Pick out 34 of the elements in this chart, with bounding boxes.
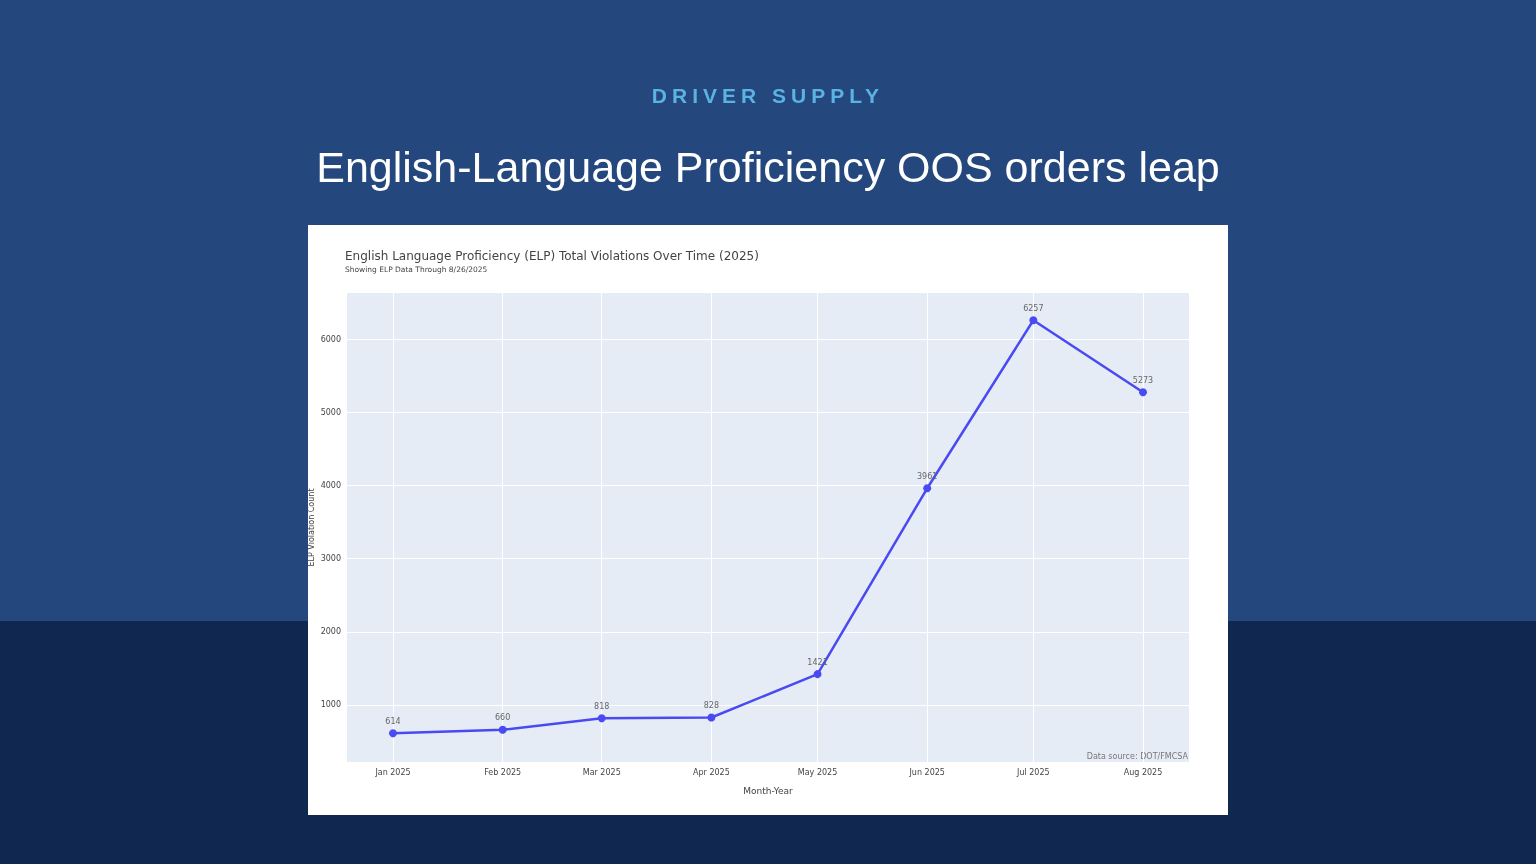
x-tick-label: Jul 2025 bbox=[1016, 767, 1050, 777]
data-label: 6257 bbox=[1023, 303, 1044, 313]
x-tick-label: Jun 2025 bbox=[908, 767, 945, 777]
data-label: 5273 bbox=[1132, 375, 1154, 385]
y-tick-label: 1000 bbox=[320, 700, 341, 710]
data-label: 614 bbox=[385, 716, 401, 726]
y-tick-label: 6000 bbox=[320, 334, 341, 344]
data-label: 818 bbox=[594, 701, 610, 711]
text: English-Language Proficiency OOS orders leap bbox=[315, 142, 1221, 192]
point bbox=[389, 729, 397, 738]
annotation: Data source: DOT/FMCSA bbox=[1086, 751, 1189, 761]
x-axis-title: Month-Year bbox=[743, 785, 794, 796]
point bbox=[498, 725, 507, 734]
y-tick-label: 4000 bbox=[320, 480, 341, 490]
x-tick-label: Feb 2025 bbox=[484, 767, 522, 777]
chart-title: English Language Proficiency (ELP) Total Violations Over Time (2025) bbox=[345, 249, 759, 263]
data-label: 828 bbox=[703, 701, 720, 711]
point bbox=[813, 670, 822, 679]
x-tick-label: Apr 2025 bbox=[693, 767, 730, 777]
text: DRIVER SUPPLY bbox=[650, 83, 886, 109]
data-label: 660 bbox=[495, 713, 511, 723]
x-tick-label: Jan 2025 bbox=[374, 767, 411, 777]
point bbox=[1139, 388, 1148, 397]
x-tick-label: Aug 2025 bbox=[1123, 767, 1163, 777]
point bbox=[923, 484, 932, 493]
y-axis-title: ELP Violation Count bbox=[306, 488, 316, 567]
point bbox=[707, 713, 716, 722]
y-tick-label: 5000 bbox=[320, 407, 341, 417]
point bbox=[1029, 316, 1038, 325]
y-tick-label: 2000 bbox=[320, 627, 341, 637]
x-tick-label: Mar 2025 bbox=[582, 767, 621, 777]
point bbox=[597, 714, 606, 723]
x-tick-label: May 2025 bbox=[797, 767, 838, 777]
y-tick-label: 3000 bbox=[320, 554, 341, 564]
